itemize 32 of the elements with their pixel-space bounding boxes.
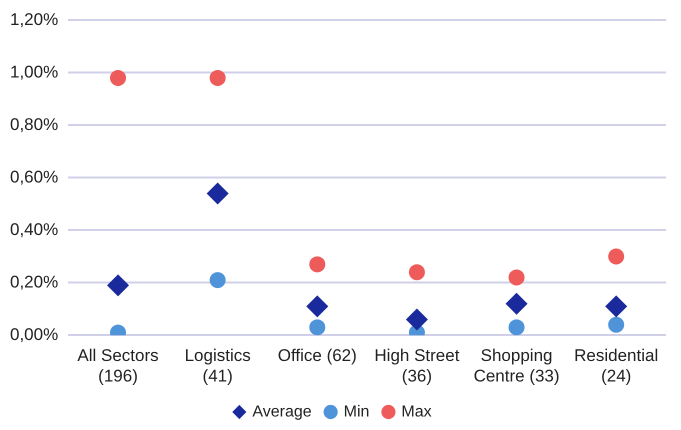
point <box>309 319 326 336</box>
point <box>107 274 130 296</box>
x-tick-label: High Street (36) <box>374 346 460 386</box>
point <box>210 272 226 288</box>
point <box>408 264 425 280</box>
point <box>508 269 525 286</box>
y-tick-label: 0,00% <box>10 324 58 344</box>
point <box>608 316 624 333</box>
point <box>110 70 126 86</box>
point <box>508 319 525 336</box>
point <box>608 248 624 264</box>
y-tick-label: 1,00% <box>10 62 58 82</box>
x-tick-label: All Sectors (196) <box>77 346 159 386</box>
legend-label: Min <box>344 403 370 420</box>
point <box>309 256 326 272</box>
legend-label: Max <box>401 403 432 420</box>
point <box>605 295 628 318</box>
point <box>506 292 528 315</box>
x-tick-label: Office (62) <box>278 346 357 366</box>
point <box>206 182 229 204</box>
y-tick-label: 0,60% <box>10 167 58 186</box>
point <box>210 70 226 86</box>
y-tick-label: 0,80% <box>10 114 58 134</box>
x-tick-label: Residential (24) <box>574 346 658 386</box>
x-tick-label: Logistics (41) <box>184 346 251 386</box>
y-tick-label: 1,20% <box>10 10 58 29</box>
y-tick-label: 0,40% <box>10 220 58 239</box>
legend-label: Average <box>252 403 312 420</box>
point <box>306 295 328 318</box>
x-tick-label: Shopping Centre (33) <box>474 346 560 386</box>
point <box>406 308 428 330</box>
y-tick-label: 0,20% <box>10 272 58 292</box>
